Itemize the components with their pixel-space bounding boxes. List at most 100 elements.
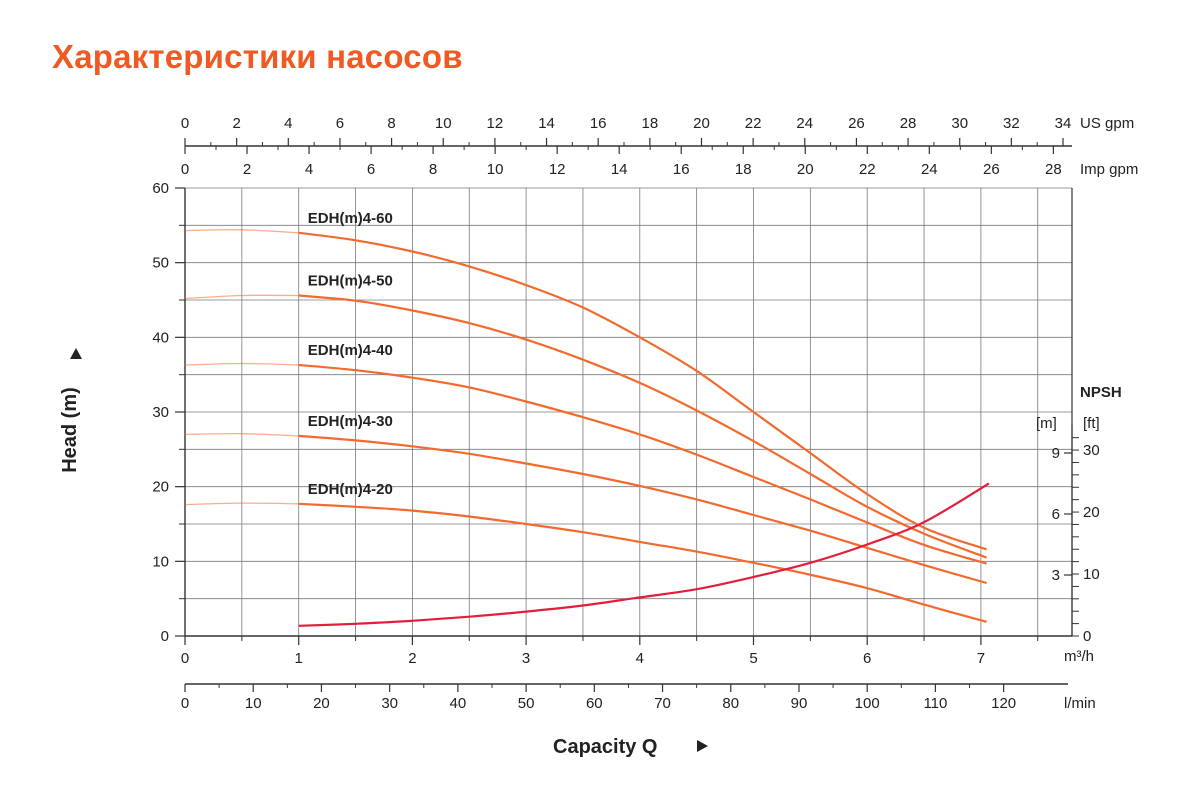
secondary-tick-label: 28 (900, 115, 917, 132)
npsh-ft-unit: [ft] (1083, 415, 1100, 432)
secondary-tick-label: 34 (1055, 115, 1072, 132)
curve-label: EDH(m)4-30 (308, 413, 393, 430)
npsh-title: NPSH (1080, 384, 1122, 401)
npsh-ft-label: 10 (1083, 566, 1100, 583)
secondary-tick-label: 0 (181, 695, 189, 712)
x-axis-title: Capacity Q (553, 736, 657, 758)
secondary-tick-label: 14 (611, 161, 628, 178)
secondary-tick-label: 110 (923, 695, 947, 712)
secondary-tick-label: 26 (848, 115, 865, 132)
curve-label: EDH(m)4-60 (308, 210, 393, 227)
head-curve-low-flow (184, 294, 299, 300)
npsh-ft-label: 0 (1083, 628, 1091, 645)
secondary-tick-label: 18 (641, 115, 658, 132)
head-curve-low-flow (184, 502, 299, 506)
secondary-tick-label: 40 (450, 695, 467, 712)
secondary-tick-label: 26 (983, 161, 1000, 178)
labels: Head (m) Capacity Q EDH(m)4-60 EDH(m)4-50 ED… (59, 210, 708, 758)
secondary-tick-label: 100 (855, 695, 880, 712)
head-curves (184, 229, 987, 623)
secondary-unit-label: US gpm (1080, 115, 1134, 132)
secondary-tick-label: 120 (991, 695, 1016, 712)
head-curve-low-flow (184, 362, 299, 366)
y-tick-label: 0 (161, 628, 169, 645)
y-tick-label: 30 (152, 404, 169, 421)
npsh-ft-label: 30 (1083, 442, 1100, 459)
y-tick-label: 10 (152, 553, 169, 570)
x-axis-arrow-icon (697, 740, 708, 752)
x-tick-label: 6 (863, 650, 871, 667)
secondary-tick-label: 6 (367, 161, 375, 178)
secondary-tick-label: 20 (797, 161, 814, 178)
x-tick-label: 3 (522, 650, 530, 667)
x-tick-label: 4 (636, 650, 644, 667)
npsh-curve (298, 482, 990, 627)
secondary-tick-label: 8 (429, 161, 437, 178)
y-tick-label: 60 (152, 180, 169, 197)
secondary-tick-label: 50 (518, 695, 535, 712)
secondary-tick-label: 10 (435, 115, 452, 132)
head-curve-low-flow (184, 432, 299, 437)
secondary-tick-label: 22 (745, 115, 762, 132)
y-tick-label: 50 (152, 255, 169, 272)
secondary-tick-label: 24 (921, 161, 938, 178)
secondary-tick-label: 16 (673, 161, 690, 178)
curve-label: EDH(m)4-20 (308, 481, 393, 498)
secondary-tick-label: 2 (243, 161, 251, 178)
secondary-tick-label: 4 (284, 115, 292, 132)
secondary-tick-label: 32 (1003, 115, 1020, 132)
y-axis-title: Head (m) (59, 387, 81, 473)
secondary-tick-label: 0 (181, 161, 189, 178)
x-tick-label: 1 (295, 650, 303, 667)
head-curve (298, 231, 987, 551)
secondary-tick-label: 22 (859, 161, 876, 178)
head-curve (298, 434, 987, 585)
secondary-tick-label: 10 (245, 695, 262, 712)
page-title: Характеристики насосов (52, 38, 463, 75)
npsh-curve-group (298, 482, 990, 627)
x-tick-label: 7 (977, 650, 985, 667)
x-tick-label: 2 (408, 650, 416, 667)
curve-label: EDH(m)4-50 (308, 273, 393, 290)
npsh-m-label: 9 (1052, 445, 1060, 462)
secondary-tick-label: 4 (305, 161, 313, 178)
curve-label: EDH(m)4-40 (308, 342, 393, 359)
x-tick-label: 0 (181, 650, 189, 667)
secondary-tick-label: 80 (722, 695, 739, 712)
secondary-tick-label: 24 (796, 115, 813, 132)
secondary-tick-label: 14 (538, 115, 555, 132)
secondary-tick-label: 16 (590, 115, 607, 132)
secondary-tick-label: 30 (951, 115, 968, 132)
secondary-tick-label: 90 (791, 695, 808, 712)
head-curve (298, 502, 987, 623)
secondary-tick-label: 10 (487, 161, 504, 178)
secondary-tick-label: 60 (586, 695, 603, 712)
secondary-tick-label: 8 (387, 115, 395, 132)
secondary-tick-label: 18 (735, 161, 752, 178)
npsh-m-label: 6 (1052, 506, 1060, 523)
secondary-tick-label: 2 (232, 115, 240, 132)
secondary-tick-label: 20 (693, 115, 710, 132)
secondary-tick-label: 28 (1045, 161, 1062, 178)
y-tick-label: 40 (152, 329, 169, 346)
head-curve-low-flow (184, 229, 299, 234)
npsh-ft-label: 20 (1083, 504, 1100, 521)
secondary-tick-label: 12 (549, 161, 566, 178)
secondary-tick-label: 70 (654, 695, 671, 712)
secondary-unit-label: Imp gpm (1080, 161, 1138, 178)
secondary-tick-label: 12 (487, 115, 504, 132)
head-curve (298, 294, 987, 559)
secondary-tick-label: 20 (313, 695, 330, 712)
y-tick-label: 20 (152, 479, 169, 496)
y-axis-arrow-icon (70, 348, 82, 359)
secondary-unit-label: l/min (1064, 695, 1096, 712)
x-unit-label: m³/h (1064, 648, 1094, 665)
secondary-tick-label: 30 (381, 695, 398, 712)
npsh-m-unit: [m] (1036, 415, 1057, 432)
x-tick-label: 5 (749, 650, 757, 667)
secondary-tick-label: 0 (181, 115, 189, 132)
secondary-tick-label: 6 (336, 115, 344, 132)
head-curve (298, 363, 987, 565)
